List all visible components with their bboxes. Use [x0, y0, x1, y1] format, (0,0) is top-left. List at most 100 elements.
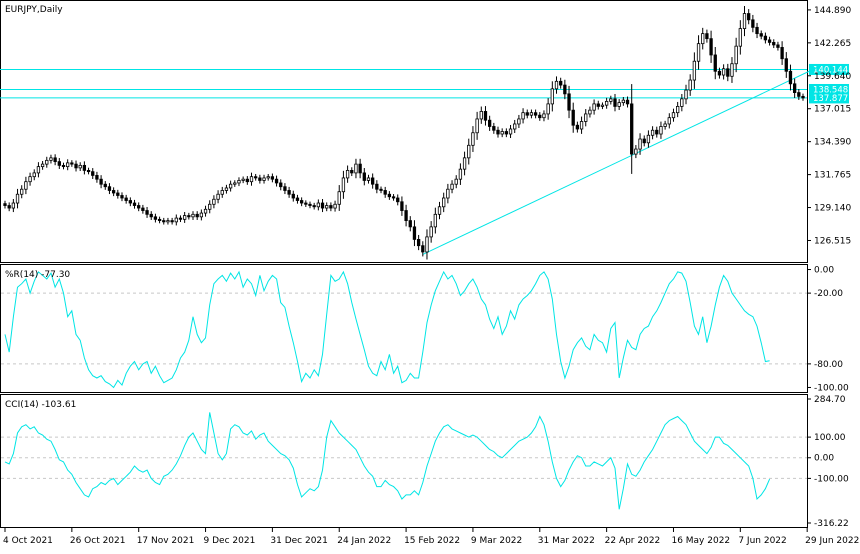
candle-body: [604, 100, 609, 106]
candle-body: [157, 218, 162, 221]
cci-title: CCI(14) -103.61: [5, 400, 76, 410]
price-hline-label-bg: [809, 92, 849, 104]
price-hline-label: 138.548: [813, 85, 848, 95]
candle-body: [655, 129, 659, 135]
candle-body: [61, 164, 66, 168]
candle-body: [579, 121, 584, 130]
x-tick-label: 17 Nov 2021: [137, 536, 195, 546]
williams-r-y-tick-label: -20.00: [814, 289, 843, 299]
candle-body: [333, 203, 337, 209]
candle-body: [588, 109, 592, 115]
candle-body: [625, 99, 630, 105]
candle-body: [95, 175, 99, 180]
williams-r-y-axis: 0.00 -20.00 -80.00 -100.00: [807, 266, 849, 393]
candle-body: [513, 123, 517, 130]
candle-body: [86, 169, 91, 173]
candle-body: [621, 99, 625, 104]
candle-body: [500, 131, 504, 135]
candle-body: [437, 206, 442, 215]
candle-body: [659, 126, 663, 135]
candle-body: [446, 188, 450, 199]
candle-body: [153, 216, 158, 220]
cci-y-axis: 284.70 100.00 0.00 -100.00 -316.22: [807, 395, 849, 529]
candle-body: [671, 112, 676, 119]
williams-r-line-group: [4, 270, 770, 389]
candle-body: [450, 183, 454, 190]
candle-body: [341, 177, 346, 193]
price-y-tick-label: 144.890: [814, 6, 851, 16]
candle-body: [141, 207, 145, 211]
candle-body: [692, 60, 697, 81]
x-tick-label: 31 Dec 2021: [270, 536, 328, 546]
x-tick-label: 29 Jun 2022: [805, 536, 859, 546]
candle-body: [609, 98, 613, 102]
x-tick-label: 26 Oct 2021: [70, 536, 126, 546]
x-tick-label: 7 Jun 2022: [738, 536, 786, 546]
candle-body: [203, 208, 208, 214]
candle-body: [784, 58, 788, 72]
x-axis: 4 Oct 2021 26 Oct 2021 17 Nov 2021 9 Dec 20…: [3, 528, 859, 546]
candle-body: [412, 226, 417, 240]
candle-body: [145, 210, 149, 215]
candle-body: [36, 166, 41, 174]
candle-body: [554, 80, 559, 90]
candle-body: [400, 201, 404, 211]
candle-body: [433, 213, 437, 228]
candle-body: [742, 13, 747, 30]
candle-body: [137, 205, 141, 209]
candle-body: [696, 43, 701, 62]
candle-body: [483, 111, 488, 121]
candle-body: [124, 197, 128, 201]
candle-body: [128, 200, 132, 204]
cci-line-group: [4, 412, 771, 510]
candle-body: [705, 33, 709, 40]
price-hline-label: 137.877: [813, 94, 848, 104]
candle-body: [308, 203, 312, 206]
candle-body: [15, 193, 20, 204]
candle-body: [345, 169, 350, 179]
candle-body: [111, 190, 116, 194]
x-tick-label: 24 Jan 2022: [337, 536, 391, 546]
williams-r-grid: [1, 292, 807, 365]
candle-body: [304, 202, 308, 205]
candle-body: [454, 178, 458, 185]
candle-body: [337, 191, 341, 205]
candle-body: [283, 186, 287, 191]
candle-body: [220, 190, 224, 195]
candle-body: [709, 38, 713, 56]
candle-body: [325, 205, 329, 209]
candle-body: [132, 202, 137, 206]
cci-panel[interactable]: 284.70 100.00 0.00 -100.00 -316.22 CCI(14) -…: [0, 394, 850, 530]
price-y-tick-label: 131.765: [814, 171, 851, 181]
candle-body: [287, 190, 291, 195]
candle-body: [396, 197, 400, 203]
candle-body: [249, 176, 254, 183]
candle-body: [471, 132, 475, 146]
candle-body: [191, 213, 195, 218]
price-y-tick-label: 139.640: [814, 72, 851, 82]
candle-body: [178, 217, 183, 220]
candle-body: [630, 103, 634, 155]
candle-body: [538, 114, 542, 119]
candle-body: [563, 84, 567, 95]
williams-r-panel[interactable]: 0.00 -20.00 -80.00 -100.00 %R(14) -77.30: [0, 264, 850, 394]
candle-body: [462, 157, 467, 170]
cci-y-tick-label: 0.00: [814, 454, 834, 464]
candle-body: [40, 163, 45, 168]
trend-line: [422, 65, 820, 255]
candle-body: [684, 89, 688, 100]
price-y-tick-label: 142.265: [814, 39, 851, 49]
candle-body: [379, 188, 383, 191]
candle-body: [208, 203, 212, 210]
candle-body: [245, 178, 249, 183]
candle-body: [279, 182, 283, 188]
candle-body: [57, 161, 61, 166]
x-tick-label: 4 Oct 2021: [3, 536, 53, 546]
candle-body: [421, 245, 425, 253]
candle-body: [458, 168, 463, 180]
candle-body: [508, 128, 513, 135]
candle-body: [763, 35, 768, 41]
candle-body: [20, 188, 24, 195]
